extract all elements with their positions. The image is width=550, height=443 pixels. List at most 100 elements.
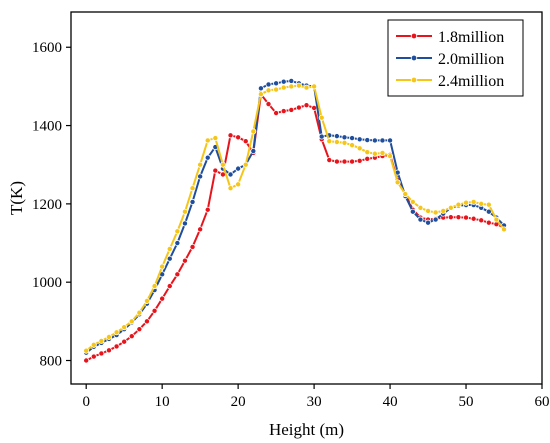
data-point (387, 153, 394, 160)
data-point (212, 167, 219, 174)
data-point (83, 347, 90, 354)
data-point (227, 171, 234, 178)
data-point (470, 198, 477, 205)
data-point (356, 136, 363, 143)
x-axis-title: Height (m) (269, 420, 344, 439)
data-point (349, 135, 356, 142)
data-point (151, 283, 158, 290)
legend-label: 2.4million (438, 73, 504, 90)
data-point (341, 158, 348, 165)
data-point (273, 110, 280, 117)
data-point (318, 114, 325, 121)
data-point (432, 209, 439, 216)
data-point (113, 343, 120, 350)
data-point (356, 145, 363, 152)
legend-label: 1.8million (438, 29, 504, 46)
data-point (288, 77, 295, 84)
legend-box (387, 19, 524, 97)
data-point (227, 185, 234, 192)
x-tick-label: 10 (155, 394, 170, 410)
data-point (166, 255, 173, 262)
data-point (265, 101, 272, 108)
data-point (303, 102, 310, 109)
data-point (501, 226, 508, 233)
data-point (204, 206, 211, 213)
data-point (349, 142, 356, 149)
data-point (181, 257, 188, 264)
data-point (250, 148, 257, 155)
data-point (273, 86, 280, 93)
y-tick-label: 1200 (32, 197, 62, 213)
data-point (128, 318, 135, 325)
series-0 (83, 91, 508, 364)
data-point (197, 161, 204, 168)
data-point (159, 295, 166, 302)
data-point (379, 149, 386, 156)
data-point (478, 200, 485, 207)
data-point (333, 139, 340, 146)
x-tick-label: 0 (82, 394, 90, 410)
data-point (166, 283, 173, 290)
data-point (311, 104, 318, 111)
data-point (136, 309, 143, 316)
data-point (333, 133, 340, 140)
data-point (379, 137, 386, 144)
data-point (257, 91, 264, 98)
data-point (189, 243, 196, 250)
data-point (90, 341, 97, 348)
data-point (432, 216, 439, 223)
data-point (333, 158, 340, 165)
data-point (273, 80, 280, 87)
data-point (242, 161, 249, 168)
data-point (326, 157, 333, 164)
data-point (189, 198, 196, 205)
plot-frame (70, 11, 543, 385)
data-point (417, 204, 424, 211)
data-point (364, 155, 371, 162)
data-point (311, 83, 318, 90)
data-point (174, 271, 181, 278)
data-point (485, 219, 492, 226)
data-point (326, 138, 333, 145)
data-point (189, 185, 196, 192)
y-tick-label: 1000 (32, 275, 62, 291)
data-point (341, 134, 348, 141)
series-layer (83, 77, 508, 364)
legend-marker (410, 54, 418, 62)
data-point (318, 133, 325, 140)
data-point (174, 228, 181, 235)
data-point (105, 347, 112, 354)
data-point (425, 207, 432, 214)
y-tick-label: 1600 (32, 40, 62, 56)
data-point (485, 201, 492, 208)
data-point (181, 220, 188, 227)
data-point (143, 297, 150, 304)
data-point (455, 201, 462, 208)
y-tick-label: 1400 (32, 119, 62, 135)
data-point (181, 208, 188, 215)
data-point (440, 207, 447, 214)
legend: 1.8million 2.0million 2.4million (387, 19, 524, 97)
data-point (197, 173, 204, 180)
legend-marker (410, 32, 418, 40)
data-point (250, 128, 257, 135)
data-point (128, 333, 135, 340)
data-point (204, 154, 211, 161)
data-point (463, 199, 470, 206)
x-tick-label: 60 (535, 394, 550, 410)
data-point (121, 338, 128, 345)
data-point (356, 157, 363, 164)
data-point (409, 208, 416, 215)
y-axis-title: T(K) (7, 181, 26, 215)
data-point (280, 78, 287, 85)
data-point (288, 106, 295, 113)
data-point (402, 191, 409, 198)
data-point (197, 226, 204, 233)
data-point (265, 81, 272, 88)
data-point (371, 150, 378, 157)
data-point (493, 216, 500, 223)
data-point (478, 217, 485, 224)
x-tick-label: 50 (459, 394, 474, 410)
data-point (349, 158, 356, 165)
